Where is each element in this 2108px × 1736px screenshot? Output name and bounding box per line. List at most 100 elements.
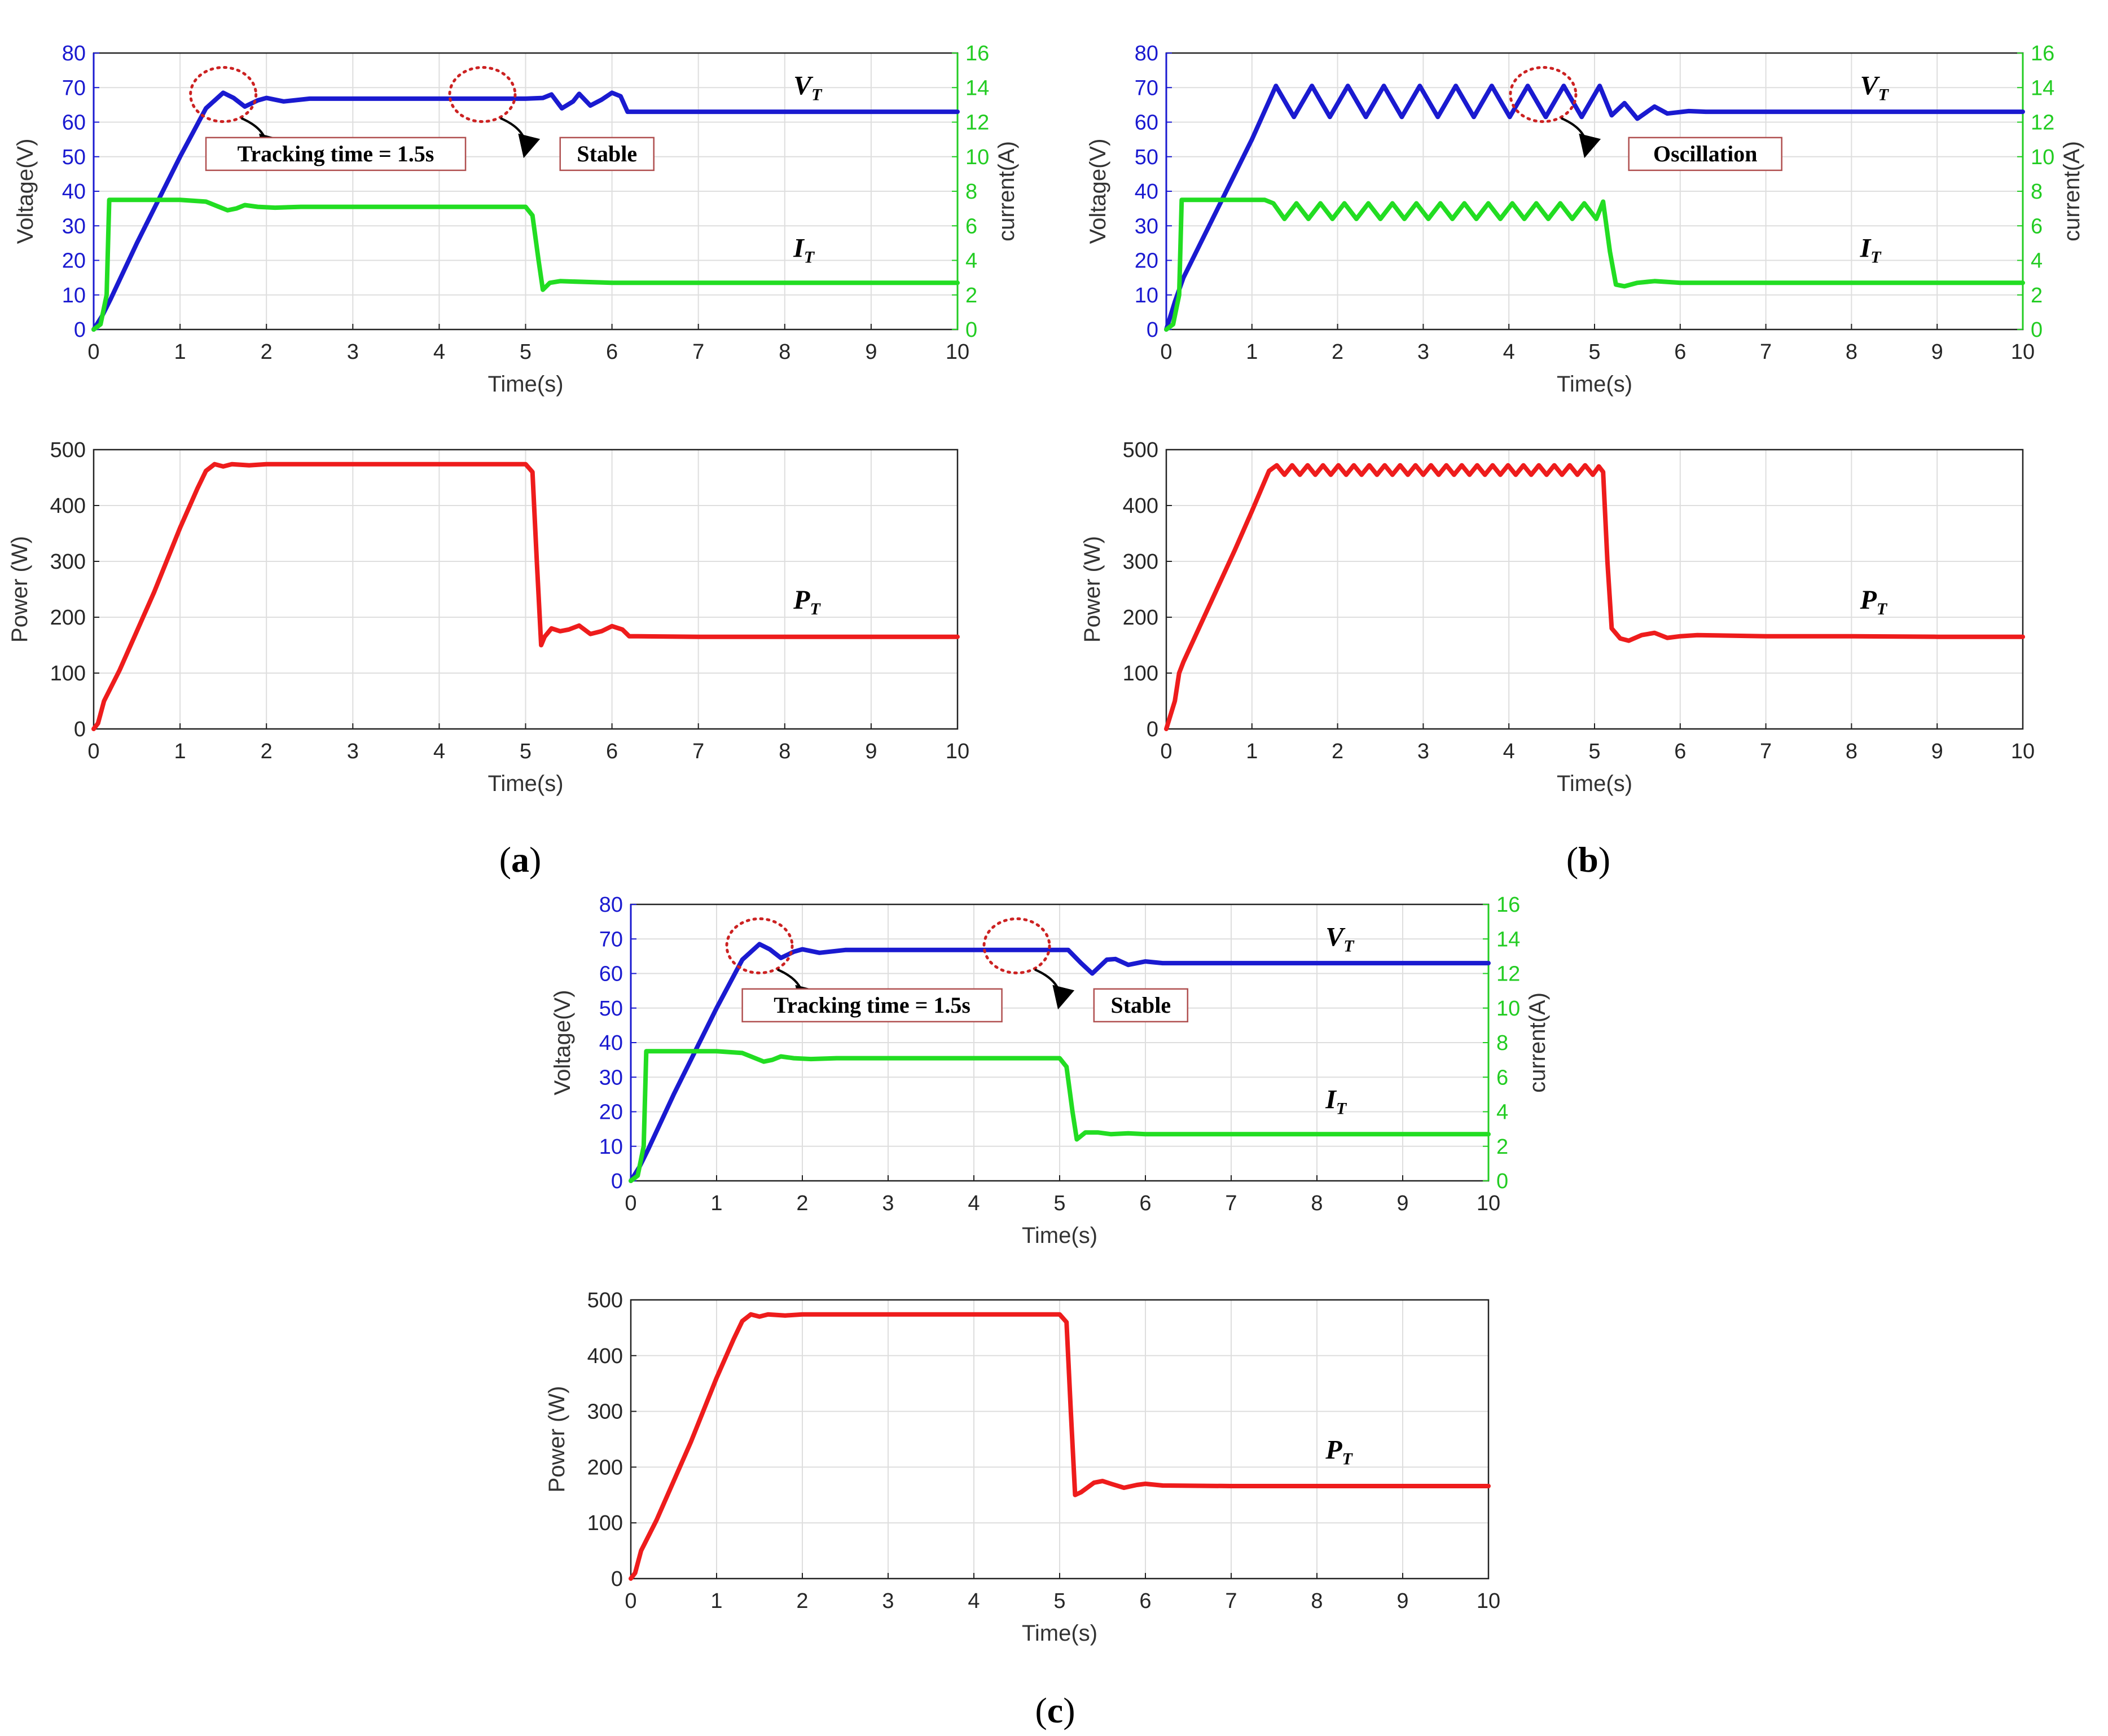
x-tick-label: 6 bbox=[606, 740, 618, 763]
x-tick-label: 8 bbox=[1846, 740, 1857, 763]
y-left-tick-label: 60 bbox=[62, 111, 86, 135]
x-tick-label: 10 bbox=[2011, 740, 2035, 763]
x-tick-label: 9 bbox=[865, 340, 877, 364]
x-axis-label: Time(s) bbox=[488, 372, 563, 397]
annotation-arrow bbox=[1561, 117, 1601, 159]
y-right-tick-label: 14 bbox=[1496, 928, 1520, 951]
y-tick-label: 400 bbox=[587, 1344, 623, 1368]
x-tick-label: 10 bbox=[946, 340, 969, 364]
y-tick-label: 200 bbox=[587, 1456, 623, 1479]
x-tick-label: 5 bbox=[1053, 1589, 1065, 1613]
x-tick-label: 7 bbox=[1760, 740, 1772, 763]
x-tick-label: 3 bbox=[1417, 740, 1429, 763]
y-right-tick-label: 16 bbox=[965, 42, 989, 65]
x-tick-label: 8 bbox=[779, 740, 791, 763]
y-tick-label: 500 bbox=[587, 1289, 623, 1312]
series-label-i-t: IT bbox=[1860, 233, 1882, 266]
y-right-tick-label: 16 bbox=[2031, 42, 2054, 65]
y-right-tick-label: 12 bbox=[1496, 963, 1520, 986]
series-label-p-t: PT bbox=[1325, 1435, 1353, 1469]
series-label-i-t: IT bbox=[793, 233, 815, 266]
x-tick-label: 1 bbox=[174, 740, 186, 763]
y-right-tick-label: 12 bbox=[965, 111, 989, 135]
y-tick-label: 500 bbox=[1123, 438, 1158, 462]
y-right-tick-label: 8 bbox=[1496, 1031, 1508, 1055]
x-tick-label: 4 bbox=[968, 1192, 980, 1215]
y-left-tick-label: 20 bbox=[599, 1101, 623, 1124]
y-right-tick-label: 14 bbox=[965, 76, 989, 100]
x-tick-label: 4 bbox=[1503, 740, 1515, 763]
x-tick-label: 6 bbox=[606, 340, 618, 364]
annotation-box bbox=[1093, 988, 1189, 1023]
x-tick-label: 8 bbox=[779, 340, 791, 364]
x-tick-label: 3 bbox=[347, 340, 359, 364]
x-tick-label: 2 bbox=[796, 1589, 808, 1613]
y-right-tick-label: 4 bbox=[1496, 1101, 1508, 1124]
x-tick-label: 10 bbox=[1477, 1192, 1500, 1215]
y-right-tick-label: 12 bbox=[2031, 111, 2054, 135]
series-line-p-t bbox=[1164, 463, 2025, 731]
x-tick-label: 10 bbox=[1477, 1589, 1500, 1613]
series-label-v-t: VT bbox=[1325, 922, 1355, 956]
y-tick-label: 0 bbox=[1147, 718, 1158, 741]
annotation-text: Oscillation bbox=[1653, 141, 1757, 166]
y-right-tick-label: 2 bbox=[1496, 1135, 1508, 1159]
x-tick-label: 0 bbox=[87, 740, 99, 763]
annotation-circle bbox=[1509, 66, 1578, 123]
annotation-circle bbox=[982, 917, 1051, 974]
y-tick-label: 300 bbox=[50, 550, 86, 574]
x-tick-label: 7 bbox=[1225, 1589, 1237, 1613]
y-right-axis-label: current(A) bbox=[994, 141, 1019, 241]
x-tick-label: 1 bbox=[710, 1192, 722, 1215]
y-axis-label: Power (W) bbox=[7, 536, 32, 643]
annotation-text: Tracking time = 1.5s bbox=[238, 141, 434, 166]
y-tick-label: 500 bbox=[50, 438, 86, 462]
series-line-v-t bbox=[91, 90, 960, 332]
y-left-tick-label: 50 bbox=[1135, 146, 1158, 169]
x-tick-label: 6 bbox=[1674, 740, 1686, 763]
y-right-tick-label: 0 bbox=[1496, 1170, 1508, 1193]
x-tick-label: 9 bbox=[1396, 1192, 1408, 1215]
y-tick-label: 300 bbox=[587, 1400, 623, 1424]
y-left-tick-label: 60 bbox=[1135, 111, 1158, 135]
annotation-arrow bbox=[500, 117, 541, 159]
panel-label-b: (b) bbox=[1566, 840, 1610, 880]
y-left-tick-label: 0 bbox=[74, 318, 86, 342]
y-right-tick-label: 10 bbox=[965, 146, 989, 169]
y-tick-label: 200 bbox=[50, 606, 86, 630]
series-label-p-t: PT bbox=[793, 585, 821, 618]
series-line-i-t bbox=[629, 1049, 1491, 1183]
y-tick-label: 300 bbox=[1123, 550, 1158, 574]
x-axis-label: Time(s) bbox=[1557, 771, 1632, 796]
y-left-tick-label: 40 bbox=[62, 180, 86, 204]
series-line-p-t bbox=[91, 462, 960, 731]
y-tick-label: 100 bbox=[1123, 662, 1158, 685]
x-tick-label: 7 bbox=[1760, 340, 1772, 364]
x-tick-label: 8 bbox=[1311, 1192, 1323, 1215]
annotation-text: Stable bbox=[1110, 992, 1171, 1018]
x-tick-label: 4 bbox=[433, 740, 445, 763]
x-tick-label: 0 bbox=[625, 1192, 636, 1215]
y-left-tick-label: 60 bbox=[599, 963, 623, 986]
x-tick-label: 0 bbox=[87, 340, 99, 364]
y-left-tick-label: 40 bbox=[599, 1031, 623, 1055]
x-tick-label: 2 bbox=[261, 340, 273, 364]
x-tick-label: 2 bbox=[1332, 340, 1343, 364]
y-right-axis-label: current(A) bbox=[1525, 992, 1550, 1093]
x-tick-label: 5 bbox=[1588, 340, 1600, 364]
y-left-tick-label: 70 bbox=[62, 76, 86, 100]
y-right-tick-label: 6 bbox=[1496, 1066, 1508, 1089]
x-tick-label: 10 bbox=[2011, 340, 2035, 364]
annotation-box bbox=[205, 137, 467, 172]
x-tick-label: 1 bbox=[1246, 340, 1258, 364]
x-tick-label: 8 bbox=[1311, 1589, 1323, 1613]
y-left-tick-label: 80 bbox=[1135, 42, 1158, 65]
x-tick-label: 8 bbox=[1846, 340, 1857, 364]
y-right-tick-label: 8 bbox=[965, 180, 977, 204]
x-tick-label: 0 bbox=[1160, 740, 1172, 763]
x-tick-label: 3 bbox=[1417, 340, 1429, 364]
y-right-tick-label: 0 bbox=[2031, 318, 2043, 342]
series-label-i-t: IT bbox=[1325, 1084, 1347, 1118]
x-tick-label: 9 bbox=[865, 740, 877, 763]
